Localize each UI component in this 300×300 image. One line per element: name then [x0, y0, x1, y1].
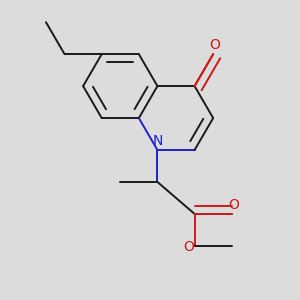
Text: O: O — [228, 198, 239, 212]
Text: N: N — [152, 134, 163, 148]
Text: O: O — [184, 240, 194, 254]
Text: O: O — [210, 38, 220, 52]
